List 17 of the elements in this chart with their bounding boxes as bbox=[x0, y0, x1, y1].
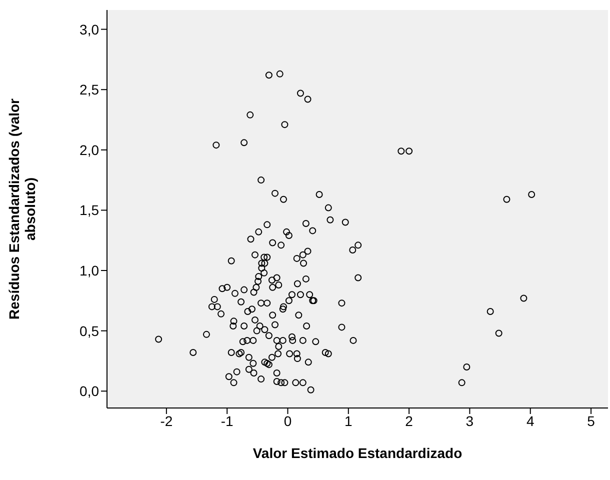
y-tick-label: 2,5 bbox=[80, 82, 100, 98]
y-tick-label: 2,0 bbox=[80, 142, 100, 158]
x-tick-label: 4 bbox=[526, 412, 534, 429]
y-tick-label: 1,0 bbox=[80, 262, 100, 278]
x-tick-label: 0 bbox=[284, 412, 292, 429]
y-tick-label: 0,5 bbox=[80, 322, 100, 339]
x-tick-label: 5 bbox=[587, 412, 596, 429]
y-tick-label: 0,0 bbox=[80, 383, 100, 400]
x-axis-title: Valor Estimado Estandardizado bbox=[252, 445, 462, 461]
x-tick-label: 2 bbox=[405, 412, 414, 429]
y-tick-label: 1,5 bbox=[80, 202, 100, 218]
x-tick-label: 3 bbox=[466, 412, 474, 429]
y-tick-label: 3,0 bbox=[80, 21, 100, 38]
y-axis-title: Resíduos Estandardizados (valor absoluto) bbox=[6, 98, 38, 320]
x-tick-label: -2 bbox=[160, 412, 173, 429]
x-tick-label: 1 bbox=[344, 412, 353, 429]
x-tick-label: -1 bbox=[220, 412, 234, 429]
